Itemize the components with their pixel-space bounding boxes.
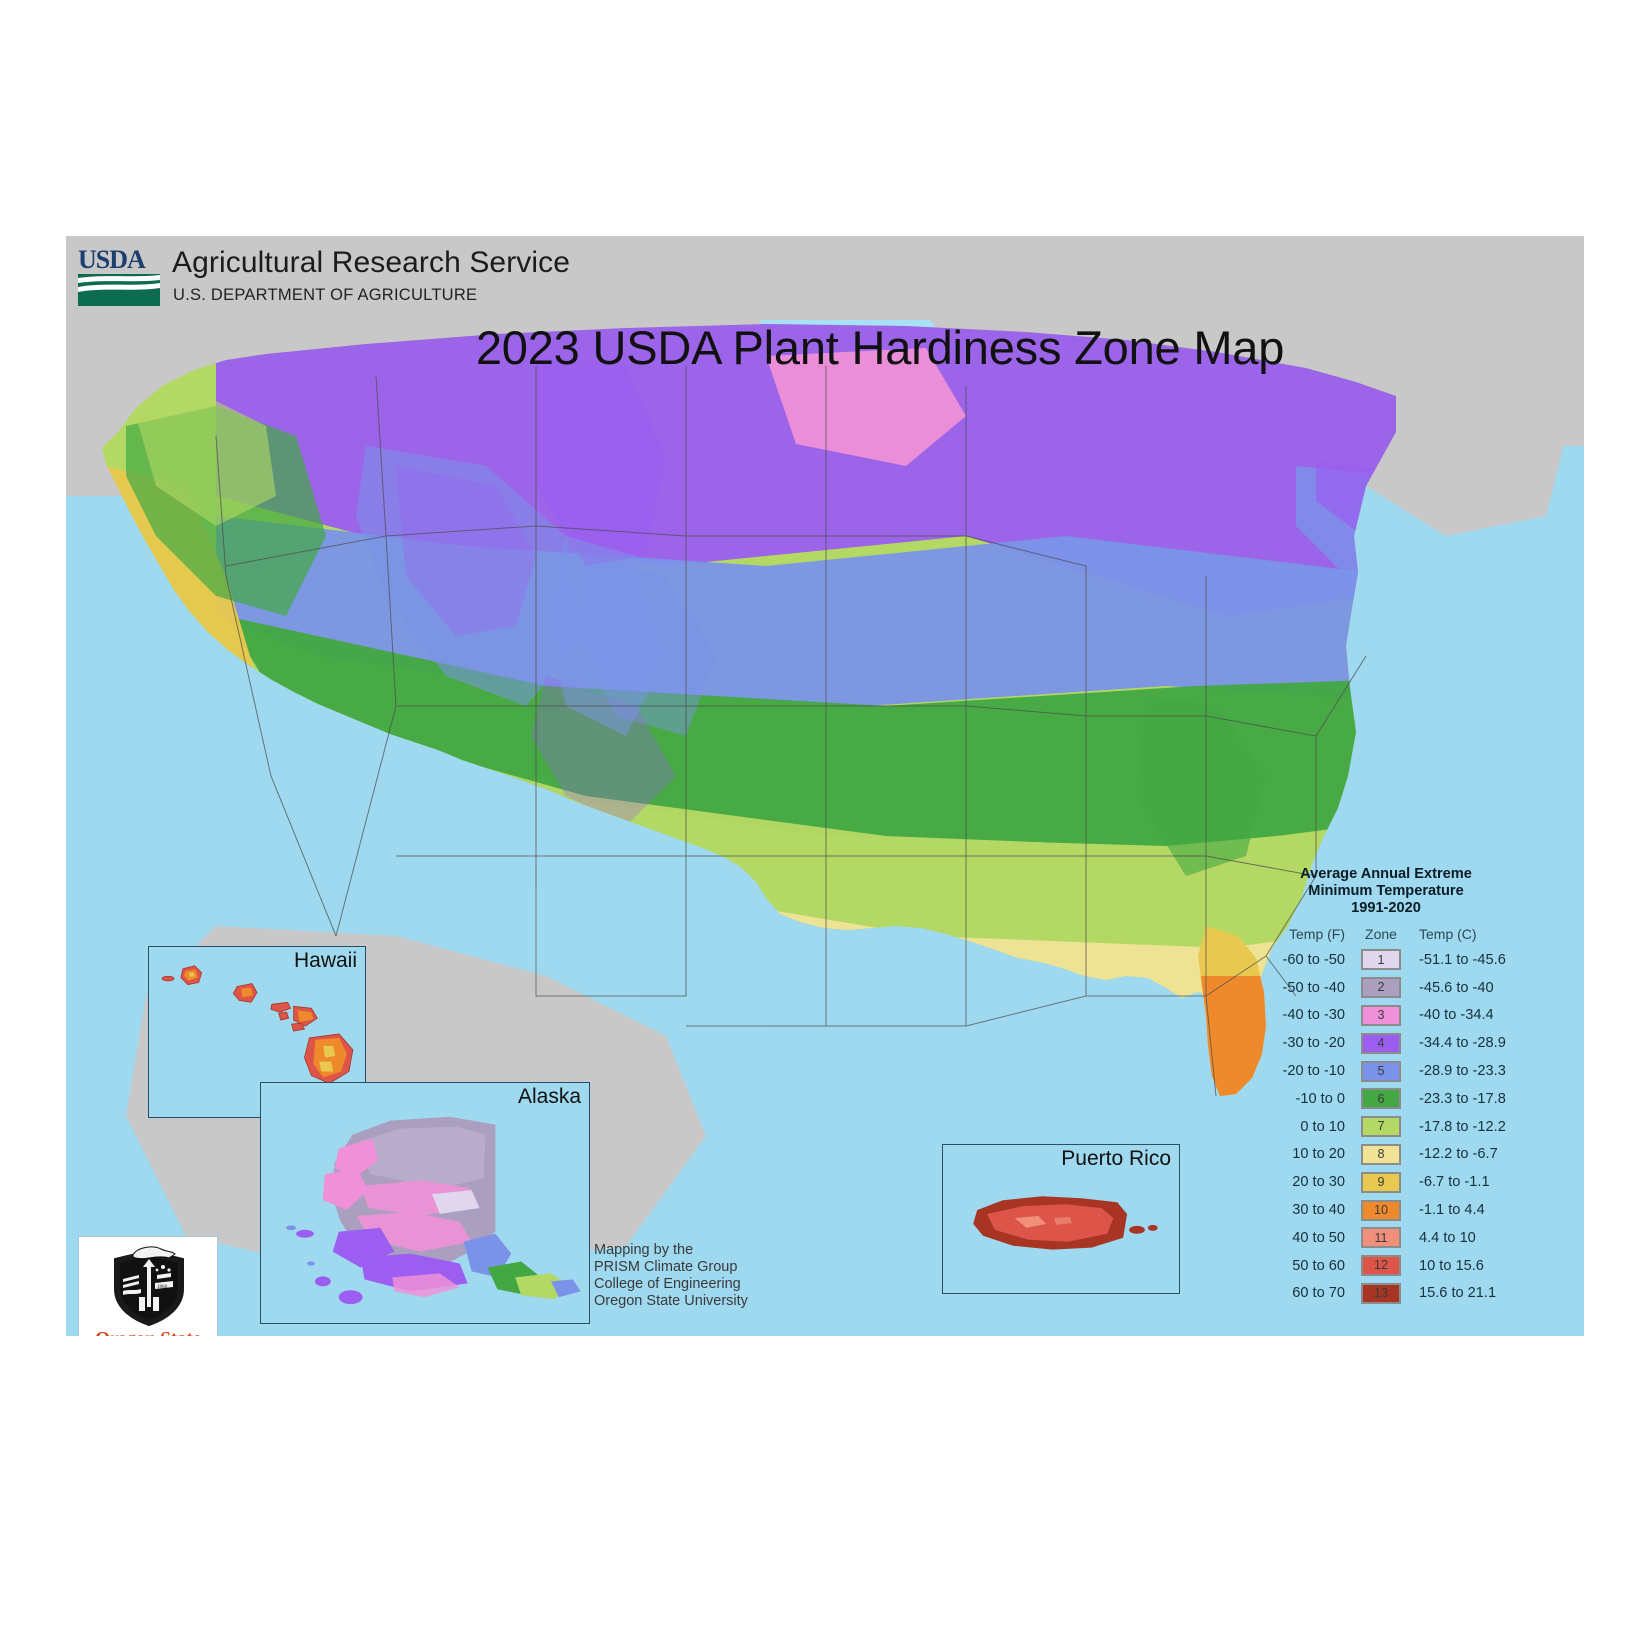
alaska-zones bbox=[286, 1116, 581, 1305]
legend-zone-cell: 4 bbox=[1354, 1032, 1408, 1054]
osu-beaver-shield-icon: 1868 bbox=[114, 1246, 184, 1327]
legend-zone-swatch: 9 bbox=[1361, 1171, 1401, 1193]
legend-title: Average Annual Extreme Minimum Temperatu… bbox=[1300, 866, 1472, 916]
legend-fahrenheit-value: 50 to 60 bbox=[1292, 1257, 1345, 1274]
legend-zone-cell: 5 bbox=[1354, 1060, 1408, 1082]
hardiness-zone-map-poster: USDA Agricultural Research Service U.S. … bbox=[66, 236, 1584, 1336]
legend-celsius-value: 15.6 to 21.1 bbox=[1419, 1285, 1497, 1302]
legend-celsius-value: -28.9 to -23.3 bbox=[1419, 1063, 1506, 1080]
legend-zone-swatch: 11 bbox=[1361, 1227, 1401, 1249]
legend-col-celsius: Temp (C) bbox=[1419, 926, 1477, 942]
puerto-rico-zones bbox=[973, 1196, 1158, 1250]
legend-zone-swatch: 4 bbox=[1361, 1032, 1401, 1054]
legend-fahrenheit-value: -10 to 0 bbox=[1295, 1090, 1346, 1107]
legend: Average Annual Extreme Minimum Temperatu… bbox=[1236, 866, 1536, 1307]
legend-zone-cell: 3 bbox=[1354, 1004, 1408, 1026]
legend-fahrenheit-value: 40 to 50 bbox=[1292, 1229, 1345, 1246]
legend-row: -10 to 0 6 -23.3 to -17.8 bbox=[1236, 1085, 1536, 1113]
legend-fahrenheit-value: -40 to -30 bbox=[1282, 1007, 1345, 1024]
legend-celsius-value: -17.8 to -12.2 bbox=[1419, 1118, 1506, 1135]
legend-fahrenheit-value: -60 to -50 bbox=[1282, 951, 1345, 968]
legend-zone-swatch: 13 bbox=[1361, 1282, 1401, 1304]
legend-row: -40 to -30 3 -40 to -34.4 bbox=[1236, 1002, 1536, 1030]
legend-col-fahrenheit: Temp (F) bbox=[1289, 926, 1345, 942]
legend-celsius-value: -12.2 to -6.7 bbox=[1419, 1146, 1498, 1163]
poster-header: USDA Agricultural Research Service U.S. … bbox=[66, 236, 1584, 320]
legend-celsius-value: 4.4 to 10 bbox=[1419, 1229, 1476, 1246]
legend-zone-cell: 2 bbox=[1354, 977, 1408, 999]
legend-celsius-value: -1.1 to 4.4 bbox=[1419, 1202, 1485, 1219]
page-title: 2023 USDA Plant Hardiness Zone Map bbox=[66, 320, 1584, 375]
legend-zone-cell: 8 bbox=[1354, 1143, 1408, 1165]
svg-text:1868: 1868 bbox=[157, 1285, 168, 1290]
page-title-text: 2023 USDA Plant Hardiness Zone Map bbox=[475, 321, 1285, 374]
legend-row: 50 to 60 12 10 to 15.6 bbox=[1236, 1252, 1536, 1280]
legend-row: 60 to 70 13 15.6 to 21.1 bbox=[1236, 1280, 1536, 1308]
legend-celsius-value: -40 to -34.4 bbox=[1419, 1007, 1494, 1024]
legend-row: 30 to 40 10 -1.1 to 4.4 bbox=[1236, 1196, 1536, 1224]
legend-row: -20 to -10 5 -28.9 to -23.3 bbox=[1236, 1057, 1536, 1085]
legend-row: 20 to 30 9 -6.7 to -1.1 bbox=[1236, 1168, 1536, 1196]
inset-hawaii-label: Hawaii bbox=[293, 949, 357, 972]
legend-fahrenheit-value: -50 to -40 bbox=[1282, 979, 1345, 996]
legend-rows: -60 to -50 1 -51.1 to -45.6 -50 to -40 2 -45.… bbox=[1236, 946, 1536, 1307]
department-name: U.S. DEPARTMENT OF AGRICULTURE bbox=[173, 286, 478, 304]
svg-text:USDA: USDA bbox=[78, 245, 146, 274]
hawaii-islands bbox=[161, 965, 354, 1084]
legend-header-row: Temp (F) Zone Temp (C) bbox=[1236, 926, 1536, 942]
legend-zone-swatch: 8 bbox=[1361, 1143, 1401, 1165]
legend-zone-cell: 7 bbox=[1354, 1116, 1408, 1138]
legend-celsius-value: 10 to 15.6 bbox=[1419, 1257, 1484, 1274]
legend-col-zone: Zone bbox=[1365, 926, 1397, 942]
osu-name: Oregon State bbox=[79, 1329, 217, 1336]
legend-zone-swatch: 2 bbox=[1361, 977, 1401, 999]
legend-row: -30 to -20 4 -34.4 to -28.9 bbox=[1236, 1029, 1536, 1057]
legend-row: 40 to 50 11 4.4 to 10 bbox=[1236, 1224, 1536, 1252]
inset-puerto-rico-label: Puerto Rico bbox=[1061, 1147, 1171, 1170]
legend-celsius-value: -51.1 to -45.6 bbox=[1419, 951, 1506, 968]
legend-zone-cell: 10 bbox=[1354, 1199, 1408, 1221]
inset-puerto-rico: Puerto Rico bbox=[942, 1144, 1180, 1294]
legend-zone-cell: 6 bbox=[1354, 1088, 1408, 1110]
legend-fahrenheit-value: 20 to 30 bbox=[1292, 1174, 1345, 1191]
legend-fahrenheit-value: 0 to 10 bbox=[1300, 1118, 1345, 1135]
legend-celsius-value: -34.4 to -28.9 bbox=[1419, 1035, 1506, 1052]
legend-fahrenheit-value: 30 to 40 bbox=[1292, 1202, 1345, 1219]
attribution-text: Mapping by the PRISM Climate Group Colle… bbox=[594, 1242, 748, 1309]
inset-hawaii: Hawaii bbox=[148, 946, 366, 1118]
legend-zone-cell: 12 bbox=[1354, 1255, 1408, 1277]
inset-alaska: Alaska bbox=[260, 1082, 590, 1324]
legend-zone-cell: 9 bbox=[1354, 1171, 1408, 1193]
legend-zone-swatch: 1 bbox=[1361, 949, 1401, 971]
legend-zone-swatch: 6 bbox=[1361, 1088, 1401, 1110]
legend-fahrenheit-value: -30 to -20 bbox=[1282, 1035, 1345, 1052]
legend-row: -60 to -50 1 -51.1 to -45.6 bbox=[1236, 946, 1536, 974]
legend-zone-swatch: 12 bbox=[1361, 1255, 1401, 1277]
legend-fahrenheit-value: 10 to 20 bbox=[1292, 1146, 1345, 1163]
legend-celsius-value: -23.3 to -17.8 bbox=[1419, 1090, 1506, 1107]
legend-zone-swatch: 5 bbox=[1361, 1060, 1401, 1082]
legend-zone-cell: 1 bbox=[1354, 949, 1408, 971]
legend-zone-cell: 13 bbox=[1354, 1282, 1408, 1304]
usda-logo-icon: USDA bbox=[78, 245, 160, 306]
inset-alaska-label: Alaska bbox=[517, 1085, 581, 1108]
legend-zone-swatch: 7 bbox=[1361, 1116, 1401, 1138]
agency-name: Agricultural Research Service bbox=[172, 246, 571, 279]
legend-row: 10 to 20 8 -12.2 to -6.7 bbox=[1236, 1141, 1536, 1169]
oregon-state-logo: 1868 Oregon State University bbox=[78, 1236, 218, 1336]
legend-celsius-value: -6.7 to -1.1 bbox=[1419, 1174, 1490, 1191]
legend-row: 0 to 10 7 -17.8 to -12.2 bbox=[1236, 1113, 1536, 1141]
legend-zone-cell: 11 bbox=[1354, 1227, 1408, 1249]
legend-zone-swatch: 3 bbox=[1361, 1004, 1401, 1026]
legend-fahrenheit-value: 60 to 70 bbox=[1292, 1285, 1345, 1302]
legend-fahrenheit-value: -20 to -10 bbox=[1282, 1063, 1345, 1080]
legend-celsius-value: -45.6 to -40 bbox=[1419, 979, 1494, 996]
legend-zone-swatch: 10 bbox=[1361, 1199, 1401, 1221]
legend-row: -50 to -40 2 -45.6 to -40 bbox=[1236, 974, 1536, 1002]
